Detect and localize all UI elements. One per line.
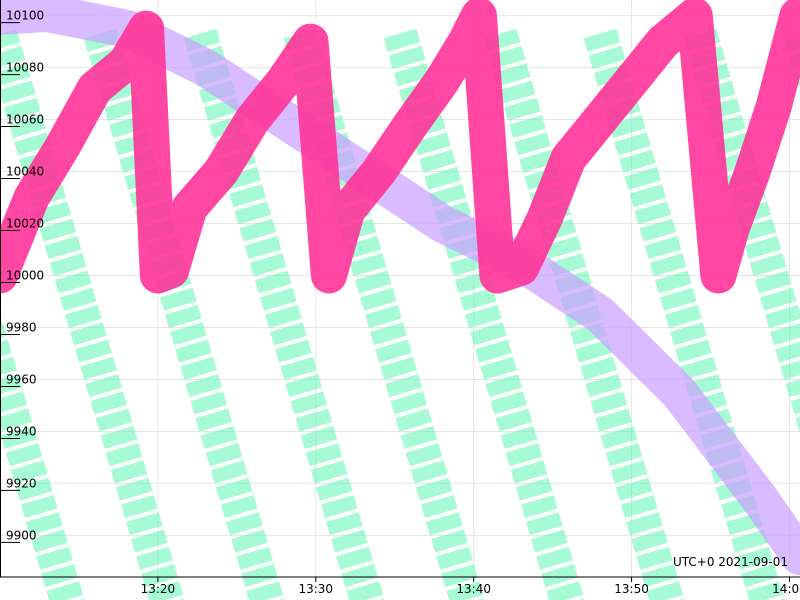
series-green-band <box>583 28 785 600</box>
series-green-band <box>683 28 800 434</box>
series-purple <box>0 0 800 576</box>
series-pink <box>0 0 800 294</box>
y-tick-label: 9940 <box>6 424 37 438</box>
y-tick-label: 10080 <box>6 61 44 75</box>
series-green <box>0 28 800 600</box>
y-tick-label: 9980 <box>6 320 37 334</box>
series-green-band <box>0 312 85 600</box>
x-tick-label: 14:00 <box>772 582 800 596</box>
x-tick-label: 13:20 <box>141 582 176 596</box>
y-tick-label: 9920 <box>6 476 37 490</box>
y-tick-label: 10060 <box>6 113 44 127</box>
series-green-band <box>0 28 185 600</box>
y-tick-label: 10040 <box>6 165 44 179</box>
timezone-label: UTC+0 2021-09-01 <box>673 555 788 569</box>
y-tick-label: 9960 <box>6 372 37 386</box>
x-tick-label: 13:40 <box>456 582 491 596</box>
series-line-0 <box>0 0 800 294</box>
series-line-1 <box>0 0 800 576</box>
series-green-band <box>483 28 685 600</box>
y-tick-label: 10020 <box>6 217 44 231</box>
y-axis: 10100 10080 10060 10040 10020 10000 9980 9960 99… <box>0 9 44 543</box>
series-green-band <box>83 28 285 600</box>
series-green-band <box>383 28 585 600</box>
x-tick-label: 13:30 <box>298 582 333 596</box>
x-tick-label: 13:50 <box>614 582 649 596</box>
y-tick-label: 10100 <box>6 9 44 23</box>
y-tick-label: 10000 <box>6 269 44 283</box>
y-tick-label: 9900 <box>6 528 37 542</box>
